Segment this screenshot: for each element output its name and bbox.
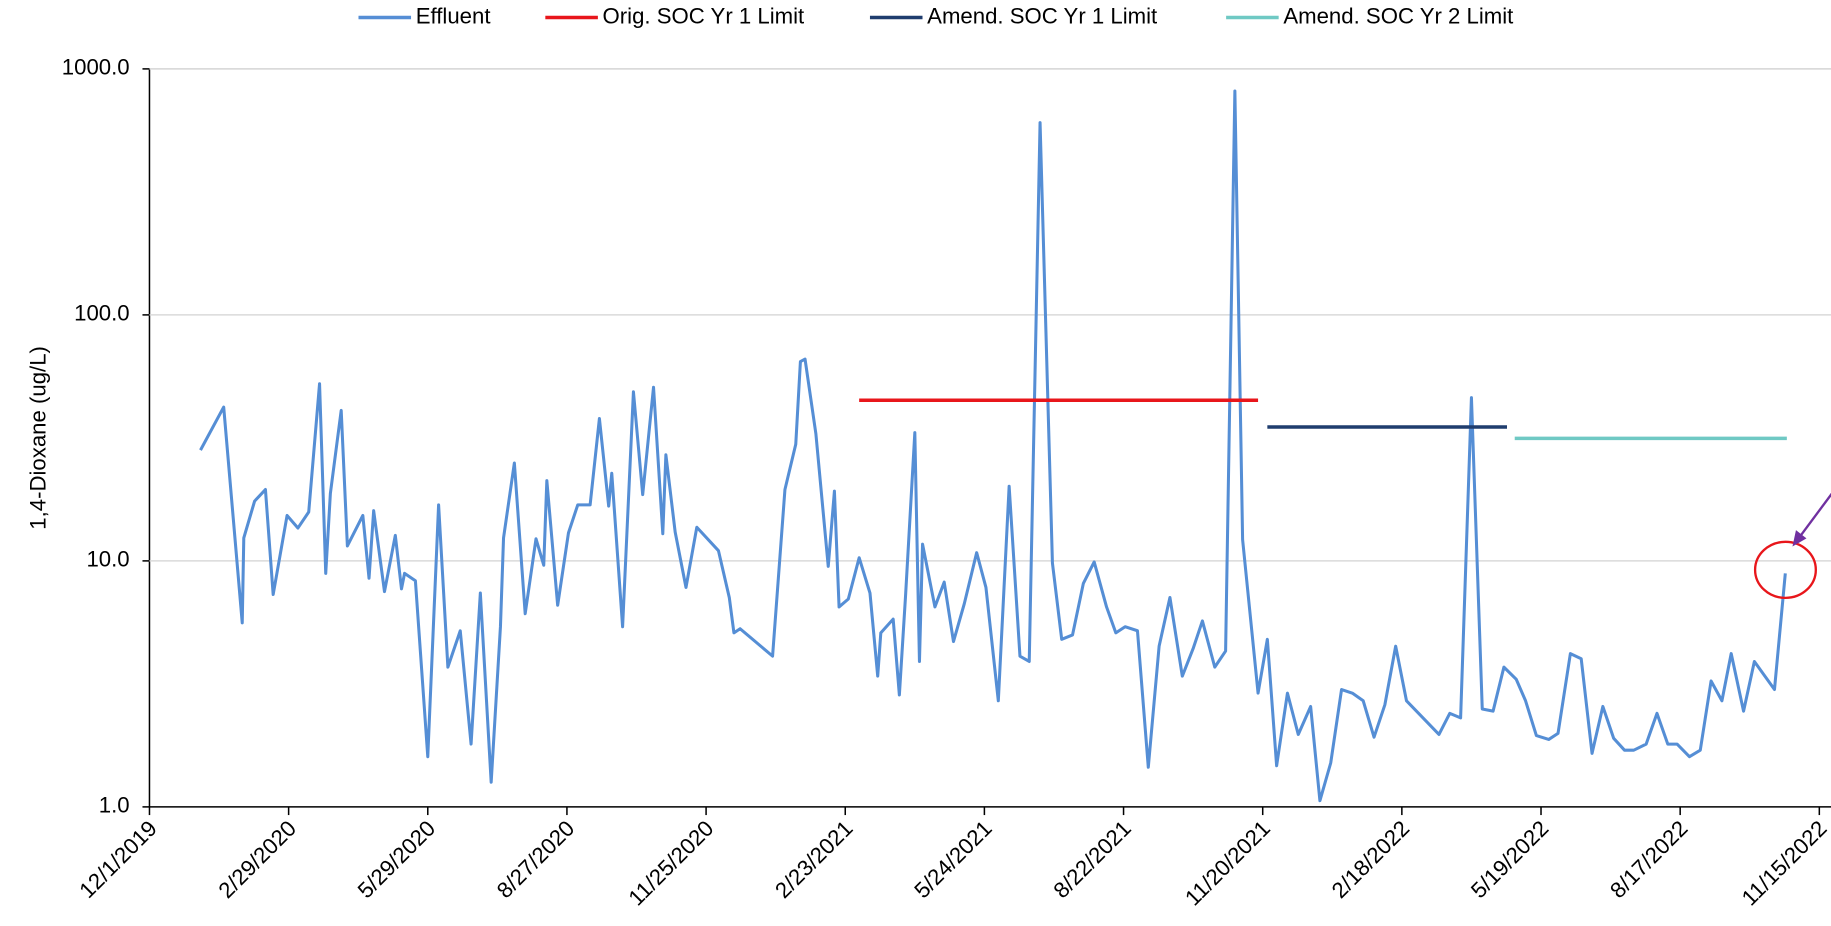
x-tick-label: 8/17/2022 [1605, 816, 1692, 903]
arrow-head [1792, 530, 1807, 547]
x-tick-label: 12/1/2019 [74, 816, 161, 903]
y-tick-label: 1000.0 [62, 55, 130, 80]
legend-label: Amend. SOC Yr 2 Limit [1283, 3, 1513, 28]
x-tick-label: 8/27/2020 [492, 816, 579, 903]
legend-label: Orig. SOC Yr 1 Limit [603, 3, 805, 28]
plot [149, 68, 1831, 803]
x-tick-label: 2/18/2022 [1327, 816, 1414, 903]
x-tick-label: 11/20/2021 [1180, 816, 1275, 911]
x-tick-label: 2/23/2021 [770, 816, 857, 903]
x-tick-label: 8/22/2021 [1048, 816, 1135, 903]
y-tick-label: 1.0 [99, 793, 130, 818]
legend-label: Effluent [416, 3, 491, 28]
y-tick-label: 100.0 [74, 301, 129, 326]
legend-label: Amend. SOC Yr 1 Limit [927, 3, 1157, 28]
y-tick-label: 10.0 [86, 547, 129, 572]
series-line [199, 89, 1787, 803]
x-tick-label: 5/19/2022 [1466, 816, 1553, 903]
annotation-arrow [1798, 492, 1831, 538]
x-tick-label: 5/29/2020 [353, 816, 440, 903]
y-axis-label: 1,4-Dioxane (ug/L) [26, 346, 51, 530]
highlight-circle [1753, 540, 1817, 600]
x-tick-label: 2/29/2020 [214, 816, 301, 903]
x-tick-label: 11/15/2022 [1737, 816, 1831, 911]
x-tick-label: 11/25/2020 [623, 816, 718, 911]
x-tick-label: 5/24/2021 [909, 816, 996, 903]
